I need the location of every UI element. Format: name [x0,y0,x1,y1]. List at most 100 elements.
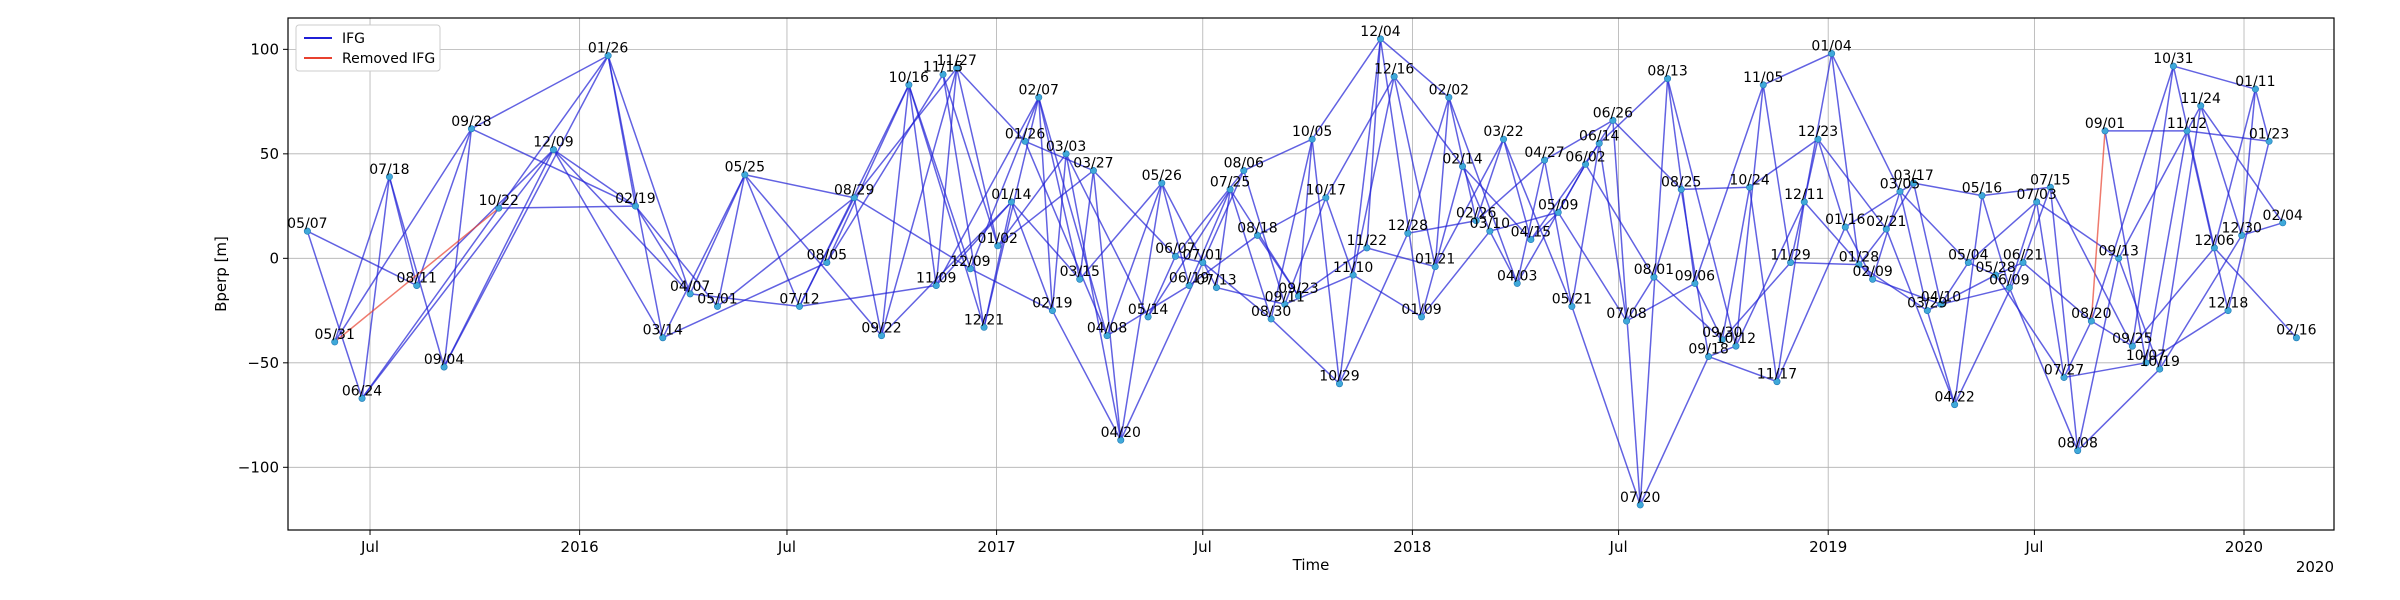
acquisition-point [1554,208,1562,216]
ifg-edge [1940,286,2010,306]
acquisition-date-label: 11/15 [923,59,963,75]
ifg-edge [1024,140,1094,172]
y-tick-label: −50 [247,354,279,372]
ifg-edge [2035,201,2065,378]
ifg-edge [1120,182,1163,441]
ifg-edge [2145,130,2188,363]
acquisition-point [1664,75,1672,83]
ifg-edge [2008,201,2038,288]
ifg-edge [1284,274,1354,305]
ifg-edge [1749,138,1819,188]
removed-ifg-edge [2090,130,2106,322]
ifg-edge [908,84,985,328]
ifg-edge [942,74,999,247]
ifg-edge [1037,97,1054,311]
acquisition-point [1048,307,1056,315]
acquisition-point [495,204,503,212]
acquisition-date-label: 05/28 [1975,260,2015,276]
acquisition-point [2224,307,2232,315]
acquisition-point [1951,401,1959,409]
acquisition-date-label: 10/22 [479,193,519,209]
ifg-edge [1995,274,2065,378]
ifg-edge [416,149,554,287]
ifg-edge [935,201,1012,286]
ifg-edge [1502,138,1573,307]
acquisition-date-label: 10/31 [2153,51,2193,67]
acquisition-point [331,338,339,346]
ifg-edge [1051,153,1067,311]
acquisition-point [1021,137,1029,145]
acquisition-date-label: 12/23 [1798,124,1838,140]
ifg-edge [2063,362,2147,379]
ifg-edge [689,174,746,295]
legend-box [295,24,441,72]
x-tick-label: Jul [2024,538,2043,556]
ifg-edge [1598,143,1628,322]
ifg-edge [1639,78,1669,505]
ifg-edge [334,128,473,343]
ifg-edge [853,197,883,336]
acquisition-date-label: 07/08 [1606,306,1646,322]
ifg-edge [498,205,636,209]
acquisition-date-label: 01/21 [1415,252,1455,268]
acquisition-date-label: 07/13 [1196,273,1236,289]
acquisition-point [2074,447,2082,455]
acquisition-date-label: 04/07 [670,279,710,295]
acquisition-point [631,202,639,210]
ifg-edge [1571,306,1641,506]
ifg-edge [1407,219,1477,234]
acquisition-point [741,171,749,179]
acquisition-date-label: 09/22 [861,321,901,337]
acquisition-date-label: 10/24 [1729,172,1769,188]
acquisition-date-label: 11/12 [2167,116,2207,132]
ifg-edge [1079,182,1163,280]
ifg-edge [744,174,855,199]
acquisition-date-label: 04/15 [1511,225,1551,241]
ifg-edge [1625,276,1655,322]
acquisition-date-label: 03/17 [1893,168,1933,184]
acquisition-point [1199,259,1207,267]
acquisition-date-label: 06/26 [1593,105,1633,121]
node-layer [303,35,2300,509]
acquisition-date-label: 03/22 [1483,124,1523,140]
ifg-edge [1653,189,1682,278]
ifg-edge [361,207,500,399]
acquisition-point [1746,183,1754,191]
ifg-edge [2008,287,2079,451]
ifg-edge [1393,76,1436,267]
acquisition-date-label: 09/06 [1675,268,1715,284]
acquisition-date-label: 08/08 [2058,436,2098,452]
acquisition-point [1486,227,1494,235]
acquisition-point [1103,332,1111,340]
acquisition-point [2046,183,2054,191]
acquisition-date-label: 05/31 [315,327,355,343]
acquisition-point [2019,259,2027,267]
acquisition-date-label: 09/11 [1265,289,1305,305]
acquisition-point [1185,281,1193,289]
ifg-edge [2186,130,2270,143]
y-tick-label: 100 [250,40,279,58]
ifg-edge [826,84,910,263]
acquisition-point [1322,194,1330,202]
ifg-edge [443,55,609,368]
acquisition-point [413,281,421,289]
acquisition-point [966,265,974,273]
acquisition-point [823,259,831,267]
ifg-edge [1543,159,1573,307]
ifg-edge [634,205,719,307]
acquisition-point [1281,300,1289,308]
acquisition-point [440,363,448,371]
ifg-edge [1175,255,1203,264]
acquisition-point [1144,313,1152,321]
acquisition-point [1431,263,1439,271]
ifg-edge [1147,188,1231,318]
ifg-edge [1899,190,1969,264]
acquisition-point [1582,160,1590,168]
ifg-edge [1065,153,1149,318]
ifg-edge [1434,97,1450,267]
ifg-edge [969,97,1040,270]
ifg-edge [1967,201,2038,264]
acquisition-date-label: 12/09 [950,254,990,270]
ifg-edge [1338,232,1409,385]
ifg-edge [1817,138,1846,228]
